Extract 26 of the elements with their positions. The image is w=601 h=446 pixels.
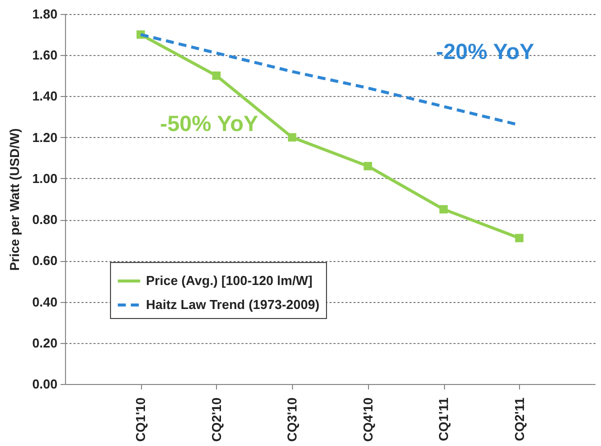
point bbox=[515, 234, 524, 242]
point bbox=[288, 133, 296, 142]
point bbox=[364, 162, 372, 170]
x-tick-label: CQ1'11 bbox=[436, 398, 452, 442]
y-tick-label: 1.60 bbox=[32, 48, 58, 63]
x-tick-label: CQ1'10 bbox=[133, 398, 148, 442]
legend-label: Price (Avg.) [100-120 lm/W] bbox=[146, 273, 312, 288]
y-tick-label: 1.80 bbox=[32, 6, 58, 22]
y-tick-label: 0.40 bbox=[32, 294, 58, 310]
y-tick-label: 1.40 bbox=[32, 88, 58, 104]
annotation: -20% YoY bbox=[436, 39, 535, 64]
x-tick-label: CQ2'11 bbox=[512, 398, 527, 442]
y-tick-label: 0.20 bbox=[32, 335, 58, 350]
legend-label: Haitz Law Trend (1973-2009) bbox=[146, 297, 320, 312]
y-tick-label: 0.60 bbox=[32, 253, 58, 268]
y-tick-label: 1.20 bbox=[32, 130, 58, 145]
x-tick-label: CQ2'10 bbox=[208, 398, 224, 442]
y-tick-label: 1.00 bbox=[32, 170, 58, 186]
y-tick-label: 0.80 bbox=[32, 212, 58, 228]
x-tick-label: CQ4'10 bbox=[360, 398, 376, 442]
point bbox=[212, 71, 221, 80]
annotation: -50% YoY bbox=[160, 111, 259, 136]
y-tick-label: 0.00 bbox=[32, 376, 58, 392]
x-tick-label: CQ3'10 bbox=[284, 398, 300, 442]
y-axis-title: Price per Watt (USD/W) bbox=[7, 128, 22, 271]
point bbox=[439, 205, 448, 214]
